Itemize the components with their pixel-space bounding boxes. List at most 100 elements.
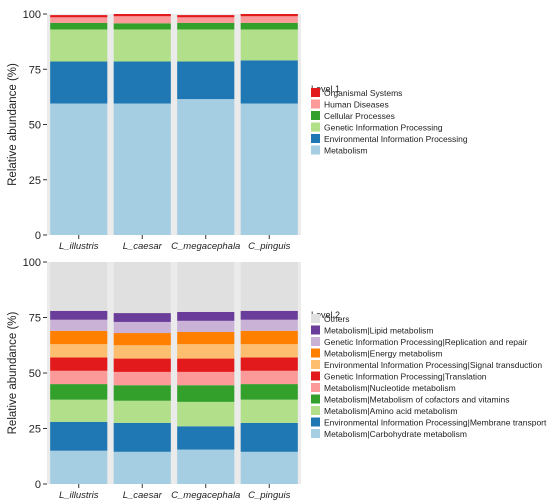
bar-segment	[177, 320, 235, 332]
bar-segment	[50, 61, 108, 104]
bar-segment	[50, 15, 108, 18]
legend-label: Metabolism|Carbohydrate metabolism	[324, 429, 467, 439]
legend-label: Genetic Information Processing|Translati…	[324, 372, 487, 382]
bar-segment	[177, 262, 235, 312]
x-tick-label: C_megacephala	[171, 490, 240, 501]
legend-swatch	[311, 314, 320, 323]
bar-segment	[240, 103, 298, 235]
bar-segment	[240, 29, 298, 61]
y-tick-label: 25	[29, 175, 41, 187]
bar-segment	[240, 422, 298, 452]
bar-segment	[240, 262, 298, 311]
x-tick-label: C_pinguis	[248, 241, 290, 252]
bar-segment	[177, 99, 235, 236]
legend-swatch	[311, 429, 320, 438]
bar-segment	[113, 14, 171, 17]
bar-segment	[50, 103, 108, 235]
legend-label: Organismal Systems	[324, 88, 402, 98]
legend-swatch	[311, 417, 320, 427]
legend-title: Level.1	[311, 84, 340, 94]
legend-swatch	[311, 88, 320, 97]
legend-label: Metabolism|Amino acid metabolism	[324, 406, 458, 416]
bar-segment	[50, 330, 108, 345]
legend-swatch	[311, 111, 320, 120]
legend-swatch	[311, 337, 320, 346]
bar-segment	[177, 385, 235, 402]
legend-label: Cellular Processes	[324, 111, 395, 121]
bar-segment	[50, 344, 108, 358]
bar-segment	[240, 14, 298, 17]
bar-segment	[240, 357, 298, 371]
x-tick-label: L_illustris	[59, 241, 99, 252]
panel-level2: 0 25 50 75 100 Relative abundance (%) L_illust…	[7, 257, 547, 501]
x-tick-label: C_pinguis	[248, 490, 290, 501]
bar-segment	[177, 331, 235, 345]
bar-segment	[113, 23, 171, 30]
y-tick-label: 75	[29, 313, 41, 325]
bar-segment	[50, 17, 108, 23]
bar-segment	[113, 321, 171, 334]
bar-segment	[240, 310, 298, 320]
bar-segment	[113, 371, 171, 386]
x-tick-label: C_megacephala	[171, 241, 240, 252]
y-axis-label: Relative abundance (%)	[7, 311, 19, 434]
y-tick-label: 100	[23, 257, 41, 269]
bar-segment	[50, 310, 108, 320]
bar-segment	[240, 319, 298, 331]
x-tick-label: L_caesar	[123, 241, 163, 252]
bar-segment	[50, 319, 108, 331]
legend-swatch	[311, 99, 320, 109]
y-tick-label: 0	[35, 230, 41, 242]
legend-swatch	[311, 394, 320, 404]
legend-label: Metabolism|Nucleotide metabolism	[324, 383, 456, 393]
bar-segment	[177, 401, 235, 427]
bar-segment	[240, 451, 298, 484]
bar-segment	[177, 371, 235, 386]
bar-segment	[50, 399, 108, 422]
bar-segment	[50, 384, 108, 400]
legend-label: Metabolism|Metabolism of cofactors and v…	[324, 395, 510, 405]
bar-segment	[113, 262, 171, 314]
bar-segment	[50, 370, 108, 385]
bar-segment	[177, 426, 235, 450]
bar-segment	[240, 330, 298, 345]
bar-segment	[50, 29, 108, 62]
bar-segment	[113, 422, 171, 452]
bar-segment	[113, 16, 171, 24]
bar-segment	[240, 22, 298, 30]
bar-segment	[113, 313, 171, 322]
y-axis-label: Relative abundance (%)	[7, 63, 19, 186]
bar-segment	[177, 311, 235, 321]
bar-segment	[50, 357, 108, 371]
y-tick-label: 75	[29, 64, 41, 76]
bar-segment	[240, 60, 298, 104]
bar-segment	[50, 262, 108, 311]
bar-segment	[113, 61, 171, 104]
bar-segment	[113, 103, 171, 235]
bar-segment	[177, 61, 235, 100]
legend-label: Others	[324, 314, 350, 324]
legend-swatch	[311, 360, 320, 369]
y-tick-label: 50	[29, 368, 41, 380]
bar-segment	[113, 451, 171, 484]
bar-segment	[177, 22, 235, 30]
bar-segment	[177, 15, 235, 18]
legend-swatch	[311, 145, 320, 155]
legend-swatch	[311, 383, 320, 392]
x-tick-label: L_caesar	[123, 490, 163, 501]
bar-segment	[240, 344, 298, 358]
bar-segment	[50, 450, 108, 484]
legend-swatch	[311, 122, 320, 132]
bar-segment	[240, 399, 298, 423]
bar-segment	[50, 421, 108, 451]
bar-segment	[177, 344, 235, 359]
x-tick-label: L_illustris	[59, 490, 99, 501]
bar-segment	[50, 22, 108, 30]
legend-label: Metabolism|Energy metabolism	[324, 349, 442, 359]
bar-segment	[113, 385, 171, 401]
bar-segment	[240, 370, 298, 385]
legend-swatch	[311, 406, 320, 415]
legend-swatch	[311, 325, 320, 335]
bar-segment	[177, 17, 235, 23]
